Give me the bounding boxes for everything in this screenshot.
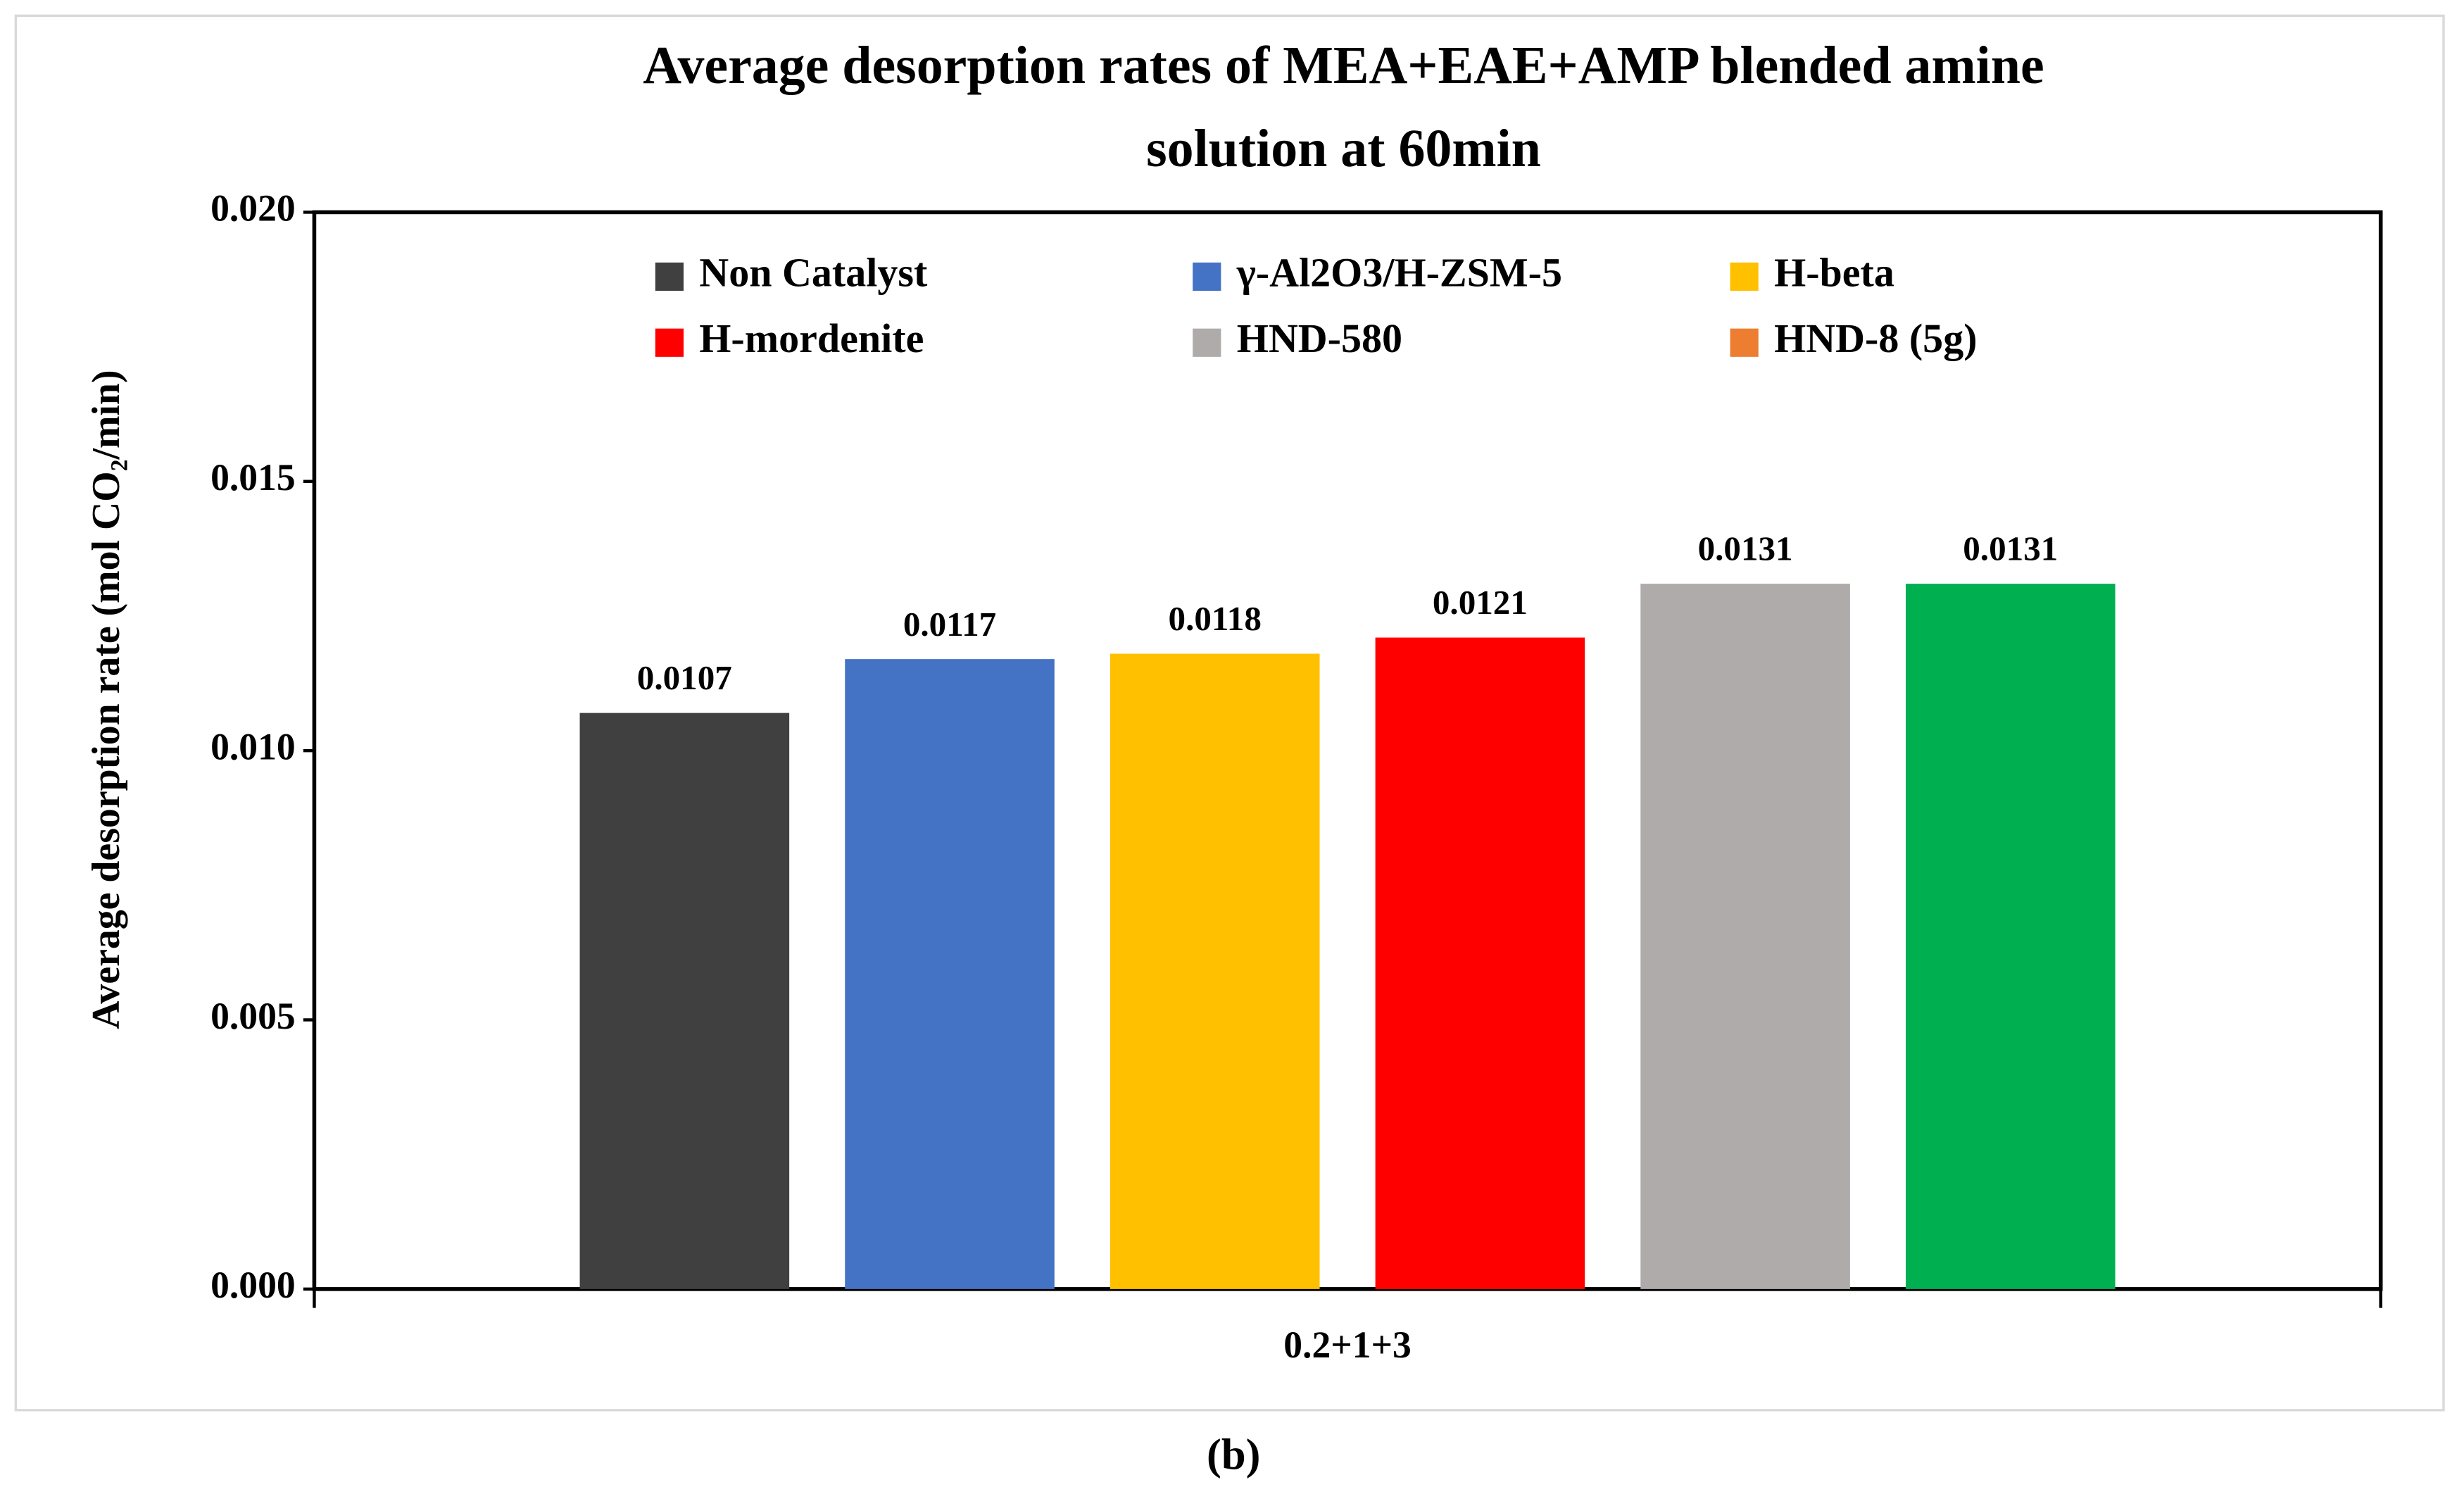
y-tick-label: 0.020 — [210, 187, 295, 230]
y-tick-label: 0.010 — [210, 725, 295, 767]
bar — [845, 659, 1055, 1289]
y-tick-label: 0.000 — [210, 1264, 295, 1306]
y-tick-label: 0.015 — [210, 456, 295, 498]
data-label: 0.0117 — [903, 605, 996, 644]
bar — [579, 713, 790, 1289]
legend-swatch — [655, 262, 684, 291]
legend-swatch — [1730, 262, 1759, 291]
legend-label: γ-Al2O3/H-ZSM-5 — [1236, 249, 1562, 295]
x-tick-label: 0.2+1+3 — [1283, 1324, 1412, 1366]
legend-swatch — [1730, 328, 1759, 357]
legend-label: H-mordenite — [699, 315, 924, 361]
chart-title: Average desorption rates of MEA+EAE+AMP … — [643, 36, 2044, 95]
legend-label: HND-8 (5g) — [1774, 315, 1977, 361]
data-label: 0.0118 — [1169, 599, 1262, 638]
legend-swatch — [655, 328, 684, 357]
legend-swatch — [1193, 262, 1221, 291]
data-label: 0.0131 — [1698, 529, 1793, 568]
caption: (b) — [1207, 1429, 1260, 1479]
bar — [1110, 653, 1320, 1289]
legend-label: H-beta — [1774, 249, 1894, 295]
legend-label: Non Catalyst — [699, 249, 928, 295]
legend-label: HND-580 — [1237, 315, 1402, 361]
bar — [1906, 584, 2116, 1289]
data-label: 0.0131 — [1963, 529, 2058, 568]
y-axis-label: Average desorption rate (mol CO₂/min) — [84, 370, 128, 1029]
legend-swatch — [1193, 328, 1221, 357]
chart-frame — [14, 14, 2445, 1412]
bar — [1375, 637, 1585, 1289]
chart-title: solution at 60min — [1146, 119, 1541, 178]
data-label: 0.0107 — [637, 658, 732, 697]
y-tick-label: 0.005 — [210, 995, 295, 1037]
bar — [1640, 584, 1850, 1289]
data-label: 0.0121 — [1433, 583, 1528, 622]
